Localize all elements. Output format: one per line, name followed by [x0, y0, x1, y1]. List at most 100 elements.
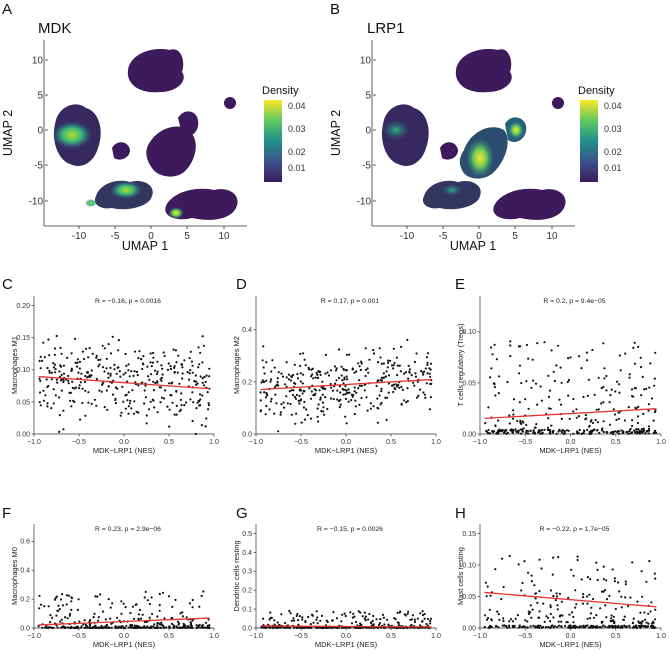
data-point	[77, 598, 80, 601]
data-point	[416, 617, 419, 620]
data-point	[653, 384, 656, 387]
data-point	[55, 624, 58, 627]
data-point	[332, 398, 335, 401]
x-tick-label: 0.5	[164, 439, 174, 446]
data-point	[586, 624, 589, 627]
data-point	[180, 404, 183, 407]
data-point	[288, 390, 291, 393]
data-point	[514, 617, 517, 621]
data-point	[285, 376, 288, 379]
data-point	[86, 371, 89, 374]
data-point	[158, 604, 161, 607]
data-point	[600, 429, 604, 432]
data-point	[602, 565, 605, 568]
data-point	[296, 377, 300, 380]
data-point	[133, 626, 136, 629]
data-point	[303, 418, 307, 421]
data-point	[506, 431, 510, 434]
data-point	[654, 608, 657, 611]
data-point	[577, 432, 581, 435]
data-point	[549, 620, 552, 623]
data-point	[174, 598, 177, 602]
data-points	[484, 340, 658, 436]
data-point	[62, 364, 65, 367]
data-point	[122, 400, 125, 403]
data-point	[114, 402, 117, 405]
data-point	[365, 396, 368, 399]
data-point	[146, 365, 149, 368]
data-point	[148, 616, 151, 619]
data-point	[319, 396, 322, 399]
data-point	[547, 407, 551, 410]
data-point	[84, 626, 87, 629]
data-point	[59, 379, 63, 382]
data-point	[65, 603, 68, 606]
data-point	[156, 360, 159, 363]
data-point	[55, 378, 59, 381]
data-point	[631, 431, 634, 434]
data-point	[78, 387, 81, 390]
x-tick-label: 0.0	[341, 439, 351, 446]
data-point	[632, 395, 635, 398]
x-tick-label: 1.0	[431, 439, 441, 446]
y-axis-title: Macrophages M1	[10, 336, 19, 394]
data-point	[545, 615, 548, 618]
data-point	[202, 590, 205, 593]
data-point	[276, 383, 279, 386]
data-point	[527, 432, 530, 435]
data-point	[376, 406, 379, 409]
data-point	[518, 372, 521, 375]
data-point	[47, 626, 50, 629]
data-point	[150, 365, 153, 368]
data-point	[538, 616, 541, 619]
data-point	[364, 619, 367, 622]
data-point	[89, 619, 92, 622]
data-point	[366, 409, 369, 412]
data-point	[276, 380, 279, 384]
data-point	[262, 345, 265, 348]
data-point	[610, 617, 613, 620]
data-point	[270, 397, 273, 400]
data-point	[357, 610, 360, 613]
data-point	[316, 622, 319, 625]
panel-letter: C	[2, 276, 13, 293]
data-point	[111, 335, 114, 338]
data-point	[39, 355, 42, 358]
data-point	[574, 624, 577, 627]
data-point	[494, 568, 497, 571]
data-point	[386, 396, 389, 399]
data-point	[395, 385, 399, 388]
data-point	[262, 380, 265, 384]
data-point	[631, 424, 634, 428]
data-point	[331, 619, 334, 622]
data-point	[271, 359, 274, 362]
data-point	[276, 621, 279, 624]
data-point	[490, 346, 493, 349]
data-point	[188, 378, 191, 381]
data-point	[52, 362, 55, 365]
data-point	[268, 626, 271, 630]
data-point	[382, 616, 385, 619]
data-point	[183, 404, 186, 407]
data-point	[289, 379, 292, 382]
data-point	[290, 389, 293, 392]
data-point	[486, 616, 490, 620]
data-point	[95, 356, 98, 359]
data-point	[320, 614, 324, 618]
data-point	[77, 371, 80, 374]
data-point	[119, 375, 122, 378]
data-point	[322, 410, 325, 413]
correlation-annotation: R = −0.16, p = 0.0016	[95, 298, 161, 305]
data-point	[620, 429, 623, 432]
data-point	[70, 597, 73, 600]
data-point	[608, 423, 612, 426]
hotspot-center	[466, 138, 494, 178]
cluster-small-left	[112, 142, 130, 160]
data-point	[137, 617, 140, 620]
data-point	[387, 623, 390, 626]
data-point	[101, 626, 104, 630]
data-point	[597, 376, 600, 379]
data-point	[344, 369, 347, 372]
data-point	[316, 626, 319, 629]
y-tick-label: 0.4	[242, 327, 252, 334]
